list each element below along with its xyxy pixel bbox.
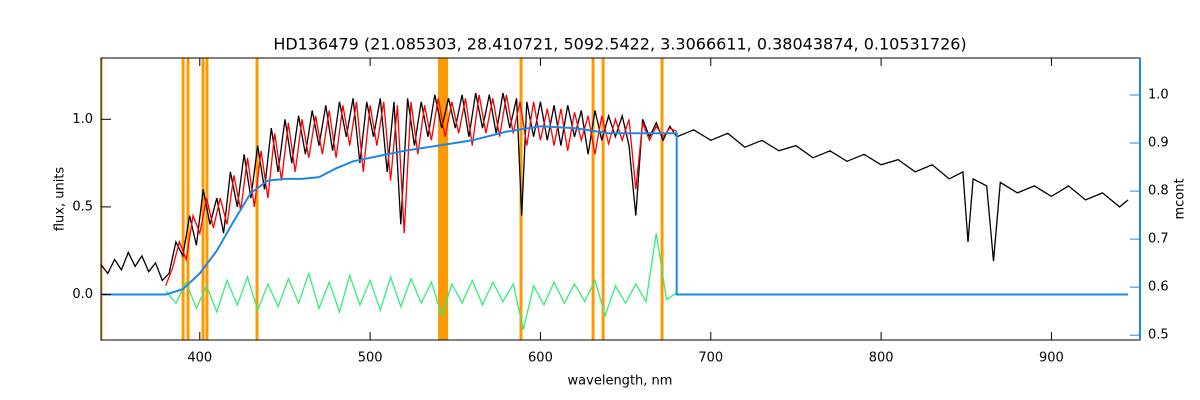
y-tick-label: 0.0 [72, 287, 93, 302]
y-tick-label: 0.5 [72, 199, 93, 214]
x-tick-label: 400 [187, 351, 212, 366]
x-tick-label: 600 [528, 351, 553, 366]
x-tick-label: 900 [1039, 351, 1064, 366]
series-line [101, 125, 1129, 296]
y2-tick-label: 0.5 [1148, 328, 1169, 343]
y2-tick-label: 1.0 [1148, 87, 1169, 102]
x-tick-label: 700 [698, 351, 723, 366]
series-line [101, 92, 1129, 282]
series-line [165, 94, 677, 286]
series-line [165, 233, 678, 330]
y-tick-label: 1.0 [72, 112, 93, 127]
plot-area [101, 58, 1129, 340]
y2-tick-label: 0.7 [1148, 232, 1169, 247]
x-tick-label: 500 [358, 351, 383, 366]
y-axis-label: flux, units [53, 167, 68, 232]
y2-tick-label: 0.9 [1148, 136, 1169, 151]
y2-tick-label: 0.6 [1148, 280, 1169, 295]
x-tick-label: 800 [869, 351, 894, 366]
chart-title: HD136479 (21.085303, 28.410721, 5092.542… [273, 35, 966, 54]
y2-tick-label: 0.8 [1148, 184, 1169, 199]
mask-band [438, 58, 449, 340]
y2-axis-label: mcont [1173, 178, 1188, 219]
x-axis-label: wavelength, nm [568, 374, 673, 389]
